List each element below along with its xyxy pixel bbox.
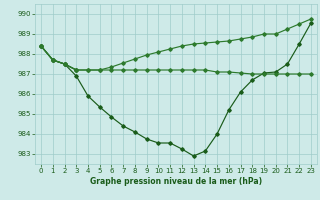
X-axis label: Graphe pression niveau de la mer (hPa): Graphe pression niveau de la mer (hPa) [90,177,262,186]
